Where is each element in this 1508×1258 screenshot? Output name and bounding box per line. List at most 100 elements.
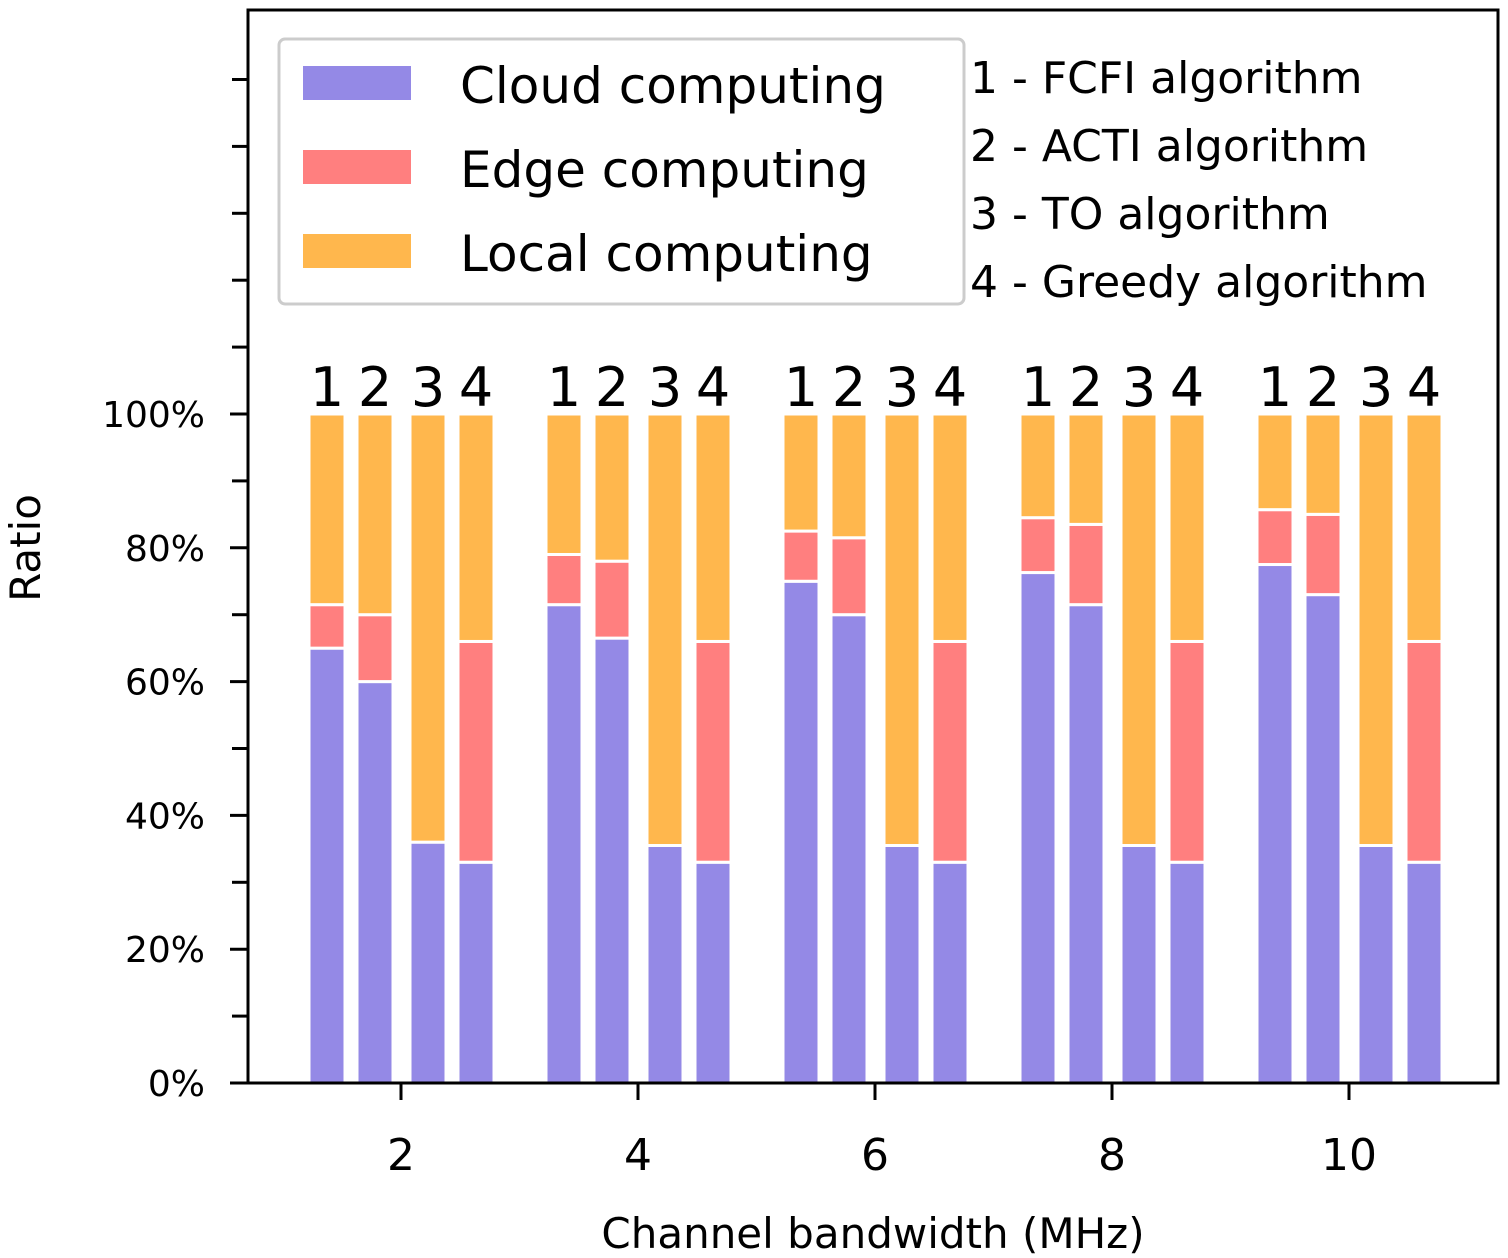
bar-segment bbox=[544, 603, 584, 1085]
bar-segment bbox=[1255, 563, 1295, 1085]
y-tick-label: 80% bbox=[125, 529, 205, 570]
bar-segment bbox=[930, 412, 970, 643]
bar-number-label: 2 bbox=[1306, 356, 1340, 419]
bar-segment bbox=[456, 412, 496, 643]
bar-number-label: 1 bbox=[310, 356, 344, 419]
bar-segment bbox=[1404, 860, 1444, 1085]
bar-segment bbox=[1018, 571, 1058, 1085]
bar-segment bbox=[592, 636, 632, 1085]
bar-number-label: 2 bbox=[358, 356, 392, 419]
bar-number-label: 2 bbox=[595, 356, 629, 419]
bar-segment bbox=[1167, 860, 1207, 1085]
x-axis: 2 4 6 8 10 bbox=[387, 1083, 1377, 1181]
algorithm-legend-item: 4 - Greedy algorithm bbox=[970, 257, 1428, 308]
legend-label-local: Local computing bbox=[460, 225, 873, 283]
algorithm-legend: 1 - FCFI algorithm 2 - ACTI algorithm 3 … bbox=[970, 53, 1428, 308]
bar-segment bbox=[781, 579, 821, 1085]
legend-label-edge: Edge computing bbox=[460, 141, 869, 199]
bar-segment bbox=[1066, 603, 1106, 1085]
bar-number-label: 2 bbox=[1069, 356, 1103, 419]
bar-segment bbox=[781, 412, 821, 533]
x-tick-label: 2 bbox=[387, 1130, 415, 1181]
bar-segment bbox=[693, 860, 733, 1085]
bars-layer bbox=[307, 412, 1444, 1085]
bar-segment bbox=[829, 536, 869, 617]
bar-segment bbox=[1404, 639, 1444, 864]
bar-number-label: 1 bbox=[1021, 356, 1055, 419]
bar-segment bbox=[1303, 412, 1343, 516]
x-tick-label: 10 bbox=[1321, 1130, 1377, 1181]
x-axis-label: Channel bandwidth (MHz) bbox=[601, 1209, 1144, 1258]
bar-segment bbox=[1303, 512, 1343, 597]
algorithm-legend-item: 3 - TO algorithm bbox=[970, 189, 1330, 240]
bar-segment bbox=[456, 860, 496, 1085]
bar-segment bbox=[307, 412, 347, 607]
legend-swatch-edge bbox=[303, 150, 411, 184]
bar-segment bbox=[592, 559, 632, 640]
bar-segment bbox=[355, 680, 395, 1085]
bar-segment bbox=[307, 646, 347, 1085]
bar-segment bbox=[645, 844, 685, 1085]
bar-segment bbox=[1356, 844, 1396, 1085]
bar-number-label: 3 bbox=[1359, 356, 1393, 419]
bar-segment bbox=[408, 412, 448, 844]
bar-segment bbox=[544, 412, 584, 556]
algorithm-legend-item: 2 - ACTI algorithm bbox=[970, 121, 1368, 172]
bar-segment bbox=[829, 613, 869, 1085]
bar-segment bbox=[930, 860, 970, 1085]
bar-segment bbox=[829, 412, 869, 540]
bar-segment bbox=[355, 613, 395, 684]
bar-number-label: 3 bbox=[885, 356, 919, 419]
bar-number-label: 2 bbox=[832, 356, 866, 419]
y-axis: 0% 20% 40% 60% 80% 100% bbox=[102, 78, 248, 1105]
legend: Cloud computing Edge computing Local com… bbox=[277, 37, 966, 306]
bar-segment bbox=[1255, 508, 1295, 567]
y-tick-label: 60% bbox=[125, 663, 205, 704]
y-tick-label: 100% bbox=[102, 395, 205, 436]
legend-label-cloud: Cloud computing bbox=[460, 57, 886, 115]
bar-number-label: 4 bbox=[459, 356, 493, 419]
bar-segment bbox=[544, 552, 584, 607]
legend-box bbox=[277, 37, 966, 306]
bar-segment bbox=[307, 603, 347, 650]
y-axis-label: Ratio bbox=[1, 494, 50, 602]
bar-segment bbox=[592, 412, 632, 563]
bar-number-label: 1 bbox=[784, 356, 818, 419]
bar-number-label: 4 bbox=[933, 356, 967, 419]
bar-segment bbox=[1119, 844, 1159, 1085]
bar-number-label: 1 bbox=[1258, 356, 1292, 419]
x-tick-label: 8 bbox=[1098, 1130, 1126, 1181]
bar-segment bbox=[1356, 412, 1396, 848]
bar-segment bbox=[1167, 639, 1207, 864]
bar-segment bbox=[1255, 412, 1295, 512]
bar-segment bbox=[693, 412, 733, 643]
legend-swatch-cloud bbox=[303, 66, 411, 100]
bar-number-label: 3 bbox=[1122, 356, 1156, 419]
x-tick-label: 4 bbox=[624, 1130, 652, 1181]
bar-segment bbox=[355, 412, 395, 617]
bar-segment bbox=[1404, 412, 1444, 643]
bar-number-label: 1 bbox=[547, 356, 581, 419]
bar-segment bbox=[693, 639, 733, 864]
y-tick-label: 0% bbox=[148, 1064, 205, 1105]
plot-frame bbox=[246, 8, 1500, 1085]
bar-number-label: 3 bbox=[411, 356, 445, 419]
bar-segment bbox=[1066, 412, 1106, 526]
bar-segment bbox=[1066, 522, 1106, 607]
bar-segment bbox=[930, 639, 970, 864]
bar-segment bbox=[882, 844, 922, 1085]
bar-number-label: 3 bbox=[648, 356, 682, 419]
bar-segment bbox=[882, 412, 922, 848]
y-tick-label: 40% bbox=[125, 796, 205, 837]
bar-segment bbox=[1167, 412, 1207, 643]
bar-segment bbox=[1303, 593, 1343, 1085]
bar-segment bbox=[408, 840, 448, 1085]
bar-number-label: 4 bbox=[1407, 356, 1441, 419]
bar-number-label: 4 bbox=[1170, 356, 1204, 419]
bar-segment bbox=[456, 639, 496, 864]
bar-segment bbox=[1018, 412, 1058, 520]
bar-segment bbox=[781, 529, 821, 583]
algorithm-legend-item: 1 - FCFI algorithm bbox=[970, 53, 1363, 104]
